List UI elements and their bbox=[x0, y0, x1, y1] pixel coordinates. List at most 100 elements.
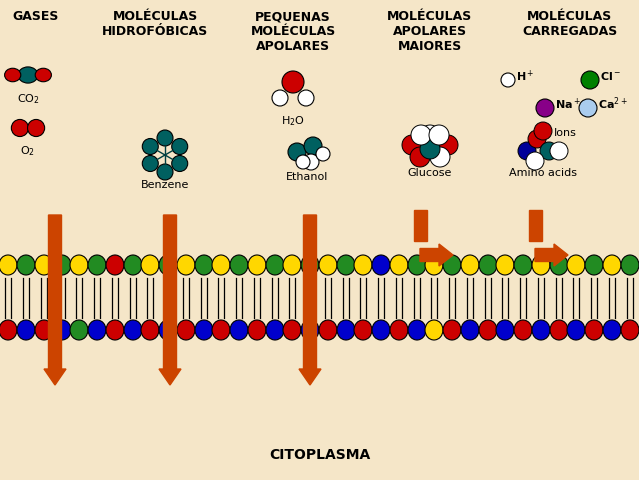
Ellipse shape bbox=[390, 255, 408, 275]
Text: Glucose: Glucose bbox=[408, 168, 452, 178]
Ellipse shape bbox=[195, 320, 213, 340]
Text: H$_2$O: H$_2$O bbox=[281, 114, 305, 128]
Ellipse shape bbox=[603, 255, 621, 275]
Ellipse shape bbox=[337, 320, 355, 340]
Text: MOLÉCULAS
CARREGADAS: MOLÉCULAS CARREGADAS bbox=[522, 10, 618, 38]
Ellipse shape bbox=[532, 255, 550, 275]
Ellipse shape bbox=[17, 320, 35, 340]
Ellipse shape bbox=[621, 320, 639, 340]
Circle shape bbox=[316, 147, 330, 161]
Ellipse shape bbox=[4, 68, 21, 82]
Ellipse shape bbox=[124, 320, 142, 340]
Ellipse shape bbox=[70, 255, 88, 275]
Text: Na$^+$: Na$^+$ bbox=[555, 96, 581, 112]
Ellipse shape bbox=[390, 320, 408, 340]
Circle shape bbox=[550, 142, 568, 160]
Ellipse shape bbox=[70, 320, 88, 340]
Ellipse shape bbox=[567, 255, 585, 275]
Ellipse shape bbox=[266, 255, 284, 275]
Ellipse shape bbox=[177, 320, 195, 340]
Ellipse shape bbox=[301, 320, 319, 340]
Ellipse shape bbox=[35, 68, 51, 82]
Ellipse shape bbox=[212, 255, 230, 275]
Ellipse shape bbox=[106, 320, 124, 340]
Text: MOLÉCULAS
APOLARES
MAIORES: MOLÉCULAS APOLARES MAIORES bbox=[387, 10, 473, 53]
Circle shape bbox=[142, 156, 158, 171]
Ellipse shape bbox=[283, 255, 301, 275]
Ellipse shape bbox=[496, 255, 514, 275]
FancyArrow shape bbox=[420, 244, 453, 266]
Ellipse shape bbox=[27, 120, 45, 136]
Text: Ca$^{2+}$: Ca$^{2+}$ bbox=[598, 96, 628, 112]
Circle shape bbox=[172, 139, 188, 155]
Ellipse shape bbox=[514, 255, 532, 275]
Circle shape bbox=[528, 130, 546, 148]
Text: O$_2$: O$_2$ bbox=[20, 144, 36, 158]
Ellipse shape bbox=[248, 255, 266, 275]
Ellipse shape bbox=[443, 255, 461, 275]
Ellipse shape bbox=[159, 320, 177, 340]
Ellipse shape bbox=[88, 320, 106, 340]
Ellipse shape bbox=[585, 255, 603, 275]
Ellipse shape bbox=[230, 320, 248, 340]
Ellipse shape bbox=[461, 320, 479, 340]
Circle shape bbox=[518, 142, 536, 160]
Text: Cl$^-$: Cl$^-$ bbox=[600, 70, 621, 82]
Circle shape bbox=[430, 147, 450, 167]
Ellipse shape bbox=[443, 320, 461, 340]
Circle shape bbox=[420, 139, 440, 159]
Ellipse shape bbox=[106, 255, 124, 275]
Circle shape bbox=[402, 135, 422, 155]
Ellipse shape bbox=[372, 255, 390, 275]
Ellipse shape bbox=[12, 120, 29, 136]
Text: Amino acids: Amino acids bbox=[509, 168, 577, 178]
Circle shape bbox=[157, 130, 173, 146]
Circle shape bbox=[536, 99, 554, 117]
Circle shape bbox=[438, 135, 458, 155]
Text: PEQUENAS
MOLÉCULAS
APOLARES: PEQUENAS MOLÉCULAS APOLARES bbox=[250, 10, 335, 53]
FancyArrow shape bbox=[44, 215, 66, 385]
Ellipse shape bbox=[585, 320, 603, 340]
Circle shape bbox=[296, 155, 310, 169]
Text: H$^+$: H$^+$ bbox=[516, 68, 535, 84]
FancyArrow shape bbox=[299, 215, 321, 385]
FancyArrow shape bbox=[159, 215, 181, 385]
Ellipse shape bbox=[17, 255, 35, 275]
Ellipse shape bbox=[425, 320, 443, 340]
Ellipse shape bbox=[603, 320, 621, 340]
Ellipse shape bbox=[319, 255, 337, 275]
Ellipse shape bbox=[53, 320, 71, 340]
Ellipse shape bbox=[337, 255, 355, 275]
Circle shape bbox=[298, 90, 314, 106]
Ellipse shape bbox=[621, 255, 639, 275]
Ellipse shape bbox=[88, 255, 106, 275]
Circle shape bbox=[526, 152, 544, 170]
Circle shape bbox=[411, 125, 431, 145]
Ellipse shape bbox=[124, 255, 142, 275]
Text: MOLÉCULAS
HIDROFÓBICAS: MOLÉCULAS HIDROFÓBICAS bbox=[102, 10, 208, 38]
Ellipse shape bbox=[354, 320, 372, 340]
Ellipse shape bbox=[18, 67, 38, 83]
Ellipse shape bbox=[0, 255, 17, 275]
Ellipse shape bbox=[408, 320, 426, 340]
Circle shape bbox=[282, 71, 304, 93]
Text: Ions: Ions bbox=[553, 128, 576, 138]
Circle shape bbox=[142, 139, 158, 155]
Ellipse shape bbox=[212, 320, 230, 340]
Ellipse shape bbox=[372, 320, 390, 340]
Ellipse shape bbox=[177, 255, 195, 275]
Ellipse shape bbox=[408, 255, 426, 275]
Bar bbox=[529, 210, 542, 241]
Ellipse shape bbox=[0, 320, 17, 340]
Circle shape bbox=[157, 164, 173, 180]
FancyArrow shape bbox=[535, 244, 568, 266]
Ellipse shape bbox=[514, 320, 532, 340]
Ellipse shape bbox=[283, 320, 301, 340]
Circle shape bbox=[172, 156, 188, 171]
Bar bbox=[414, 210, 427, 241]
Circle shape bbox=[410, 147, 430, 167]
Ellipse shape bbox=[248, 320, 266, 340]
Ellipse shape bbox=[479, 320, 497, 340]
Circle shape bbox=[272, 90, 288, 106]
Ellipse shape bbox=[496, 320, 514, 340]
